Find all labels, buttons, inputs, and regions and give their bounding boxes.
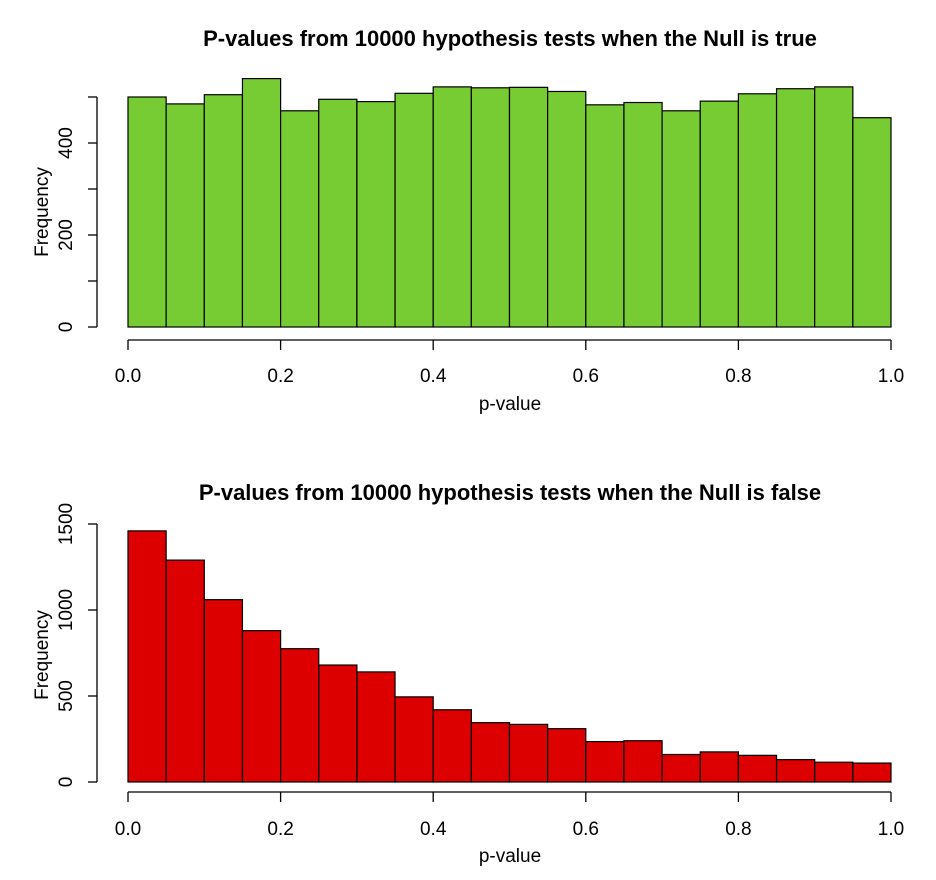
histogram-bar — [852, 762, 892, 783]
histogram-bar — [814, 86, 854, 328]
histogram-bar — [241, 630, 282, 783]
y-axis: 0 200 400 — [56, 96, 98, 333]
x-tick-label: 0.8 — [725, 366, 751, 387]
histogram-bar — [470, 87, 511, 328]
histogram-bar — [394, 92, 434, 328]
histogram-bar — [165, 559, 205, 783]
histogram-bar — [508, 723, 549, 783]
histogram-bar — [623, 740, 663, 783]
histogram-bar — [165, 103, 205, 328]
histogram-bar — [318, 664, 358, 783]
x-tick-label: 0.4 — [420, 366, 447, 387]
x-tick-label: 0.6 — [573, 366, 599, 387]
histogram-null-false: P-values from 10000 hypothesis tests whe… — [32, 480, 904, 867]
histogram-bar — [814, 761, 854, 783]
x-tick-label: 1.0 — [878, 819, 904, 840]
y-tick-label: 1000 — [56, 589, 77, 631]
bars — [127, 77, 892, 328]
bars — [127, 530, 892, 783]
histogram-bar — [737, 93, 778, 328]
histogram-null-true: P-values from 10000 hypothesis tests whe… — [32, 26, 904, 415]
histogram-bar — [241, 77, 282, 328]
histogram-bar — [623, 101, 663, 328]
histogram-bar — [585, 104, 625, 328]
histogram-bar — [318, 98, 358, 328]
x-tick-label: 0.6 — [573, 819, 599, 840]
x-tick-label: 0.2 — [267, 366, 293, 387]
histogram-bar — [356, 671, 396, 783]
histogram-bar — [699, 100, 740, 328]
x-axis-label: p-value — [479, 394, 541, 415]
y-tick-label: 0 — [56, 777, 77, 788]
histogram-bar — [661, 753, 701, 783]
histogram-bar — [127, 96, 167, 328]
histogram-bar — [508, 86, 549, 328]
x-axis: 0.0 0.2 0.4 0.6 0.8 1.0 — [115, 791, 904, 840]
histogram-bar — [356, 100, 396, 328]
x-tick-label: 0.4 — [420, 819, 447, 840]
histogram-bar — [775, 88, 816, 328]
histogram-bar — [203, 599, 244, 783]
histogram-bar — [585, 740, 625, 783]
histogram-bar — [852, 117, 892, 328]
y-tick-label: 500 — [56, 680, 77, 712]
x-tick-label: 0.0 — [115, 366, 141, 387]
x-axis: 0.0 0.2 0.4 0.6 0.8 1.0 — [115, 339, 904, 387]
x-tick-label: 0.0 — [115, 819, 141, 840]
histogram-bar — [737, 754, 778, 783]
chart-title: P-values from 10000 hypothesis tests whe… — [199, 480, 821, 505]
y-tick-label: 200 — [56, 219, 77, 251]
y-axis-label: Frequency — [32, 610, 53, 700]
histogram-bar — [699, 751, 740, 783]
histogram-bar — [547, 90, 587, 328]
histogram-bar — [432, 709, 472, 783]
x-axis-label: p-value — [479, 846, 541, 867]
y-axis: 0 500 1000 1500 — [56, 503, 98, 788]
histogram-bar — [432, 86, 472, 328]
y-tick-label: 1500 — [56, 503, 77, 545]
x-tick-label: 0.8 — [725, 819, 751, 840]
histogram-bar — [470, 722, 511, 783]
histogram-bar — [280, 110, 320, 328]
histogram-bar — [280, 648, 320, 783]
histogram-bar — [203, 94, 244, 328]
y-tick-label: 400 — [56, 127, 77, 159]
x-tick-label: 0.2 — [267, 819, 293, 840]
histogram-bar — [775, 759, 816, 783]
histogram-bar — [547, 728, 587, 783]
histogram-bar — [394, 696, 434, 783]
chart-title: P-values from 10000 hypothesis tests whe… — [203, 26, 817, 51]
histogram-bar — [661, 110, 701, 328]
y-axis-label: Frequency — [32, 167, 53, 257]
y-tick-label: 0 — [56, 322, 77, 333]
x-tick-label: 1.0 — [878, 366, 904, 387]
histogram-bar — [127, 530, 167, 783]
